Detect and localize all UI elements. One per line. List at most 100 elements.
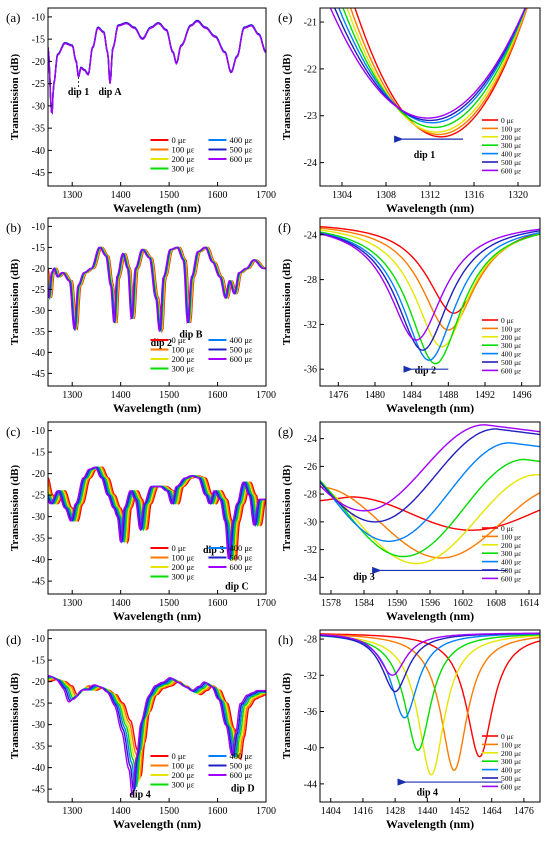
- x-axis-label: Wavelength (nm): [386, 201, 474, 215]
- y-tick-label: -28: [304, 490, 317, 501]
- x-tick-label: 1700: [256, 806, 276, 817]
- chart-panel-0: 1300 1400 1500 1600 1700 -10 -15 -20 -25 -30 -35 -4…: [6, 7, 276, 215]
- x-tick-label: 1428: [385, 806, 405, 817]
- legend-entry: 200 με: [501, 749, 521, 758]
- y-tick-label: -28: [304, 275, 317, 286]
- series-line-200: [320, 474, 540, 565]
- legend-entry: 0 με: [501, 524, 514, 533]
- x-tick-label: 1452: [450, 806, 470, 817]
- chart-panel-6: 1300 1400 1500 1600 1700 -10 -15 -20 -25 -30 -35 -4…: [6, 629, 276, 831]
- legend-entry: 500 με: [501, 158, 521, 167]
- x-axis-label: Wavelength (nm): [113, 609, 201, 623]
- x-axis-label: Wavelength (nm): [386, 609, 474, 623]
- y-tick-label: -15: [32, 656, 45, 667]
- legend-entry: 100 με: [171, 145, 194, 155]
- dip-annotation: dip B: [179, 330, 202, 341]
- series-line-600: [48, 20, 266, 115]
- y-tick-label: -35: [32, 327, 45, 338]
- legend-entry: 100 με: [171, 761, 194, 771]
- dip-annotation: dip 1: [68, 87, 89, 98]
- series-line-600: [320, 228, 540, 341]
- y-tick-label: -40: [32, 348, 45, 359]
- y-tick-label: -30: [32, 512, 45, 523]
- dip-annotation: dip D: [231, 783, 255, 794]
- y-axis-label: Transmission (dB): [9, 259, 21, 346]
- series-line-400: [320, 442, 540, 542]
- series-line-500: [320, 632, 540, 693]
- panel-label: (b): [6, 220, 21, 235]
- series-line-200: [320, 634, 540, 776]
- legend-entry: 600 με: [229, 154, 252, 164]
- x-tick-label: 1600: [208, 598, 228, 609]
- y-tick-label: -15: [32, 243, 45, 254]
- y-axis-label: Transmission (dB): [281, 673, 293, 760]
- legend-entry: 200 με: [501, 133, 521, 142]
- y-tick-label: -20: [32, 57, 45, 68]
- legend: 0 με 400 με 100 με 500 με 200 με 600 με 300 με: [150, 751, 253, 790]
- plot-frame: [319, 629, 541, 803]
- x-tick-label: 1476: [328, 390, 348, 401]
- y-tick-label: -32: [304, 671, 317, 682]
- y-tick-label: -10: [32, 12, 45, 23]
- series-line-600: [48, 675, 266, 796]
- x-axis-label: Wavelength (nm): [113, 817, 201, 831]
- panel-label: (e): [278, 10, 292, 25]
- legend-entry: 300 με: [171, 364, 194, 374]
- y-tick-label: -40: [32, 763, 45, 774]
- x-axis-label: Wavelength (nm): [386, 401, 474, 415]
- legend-entry: 500 με: [501, 566, 521, 575]
- legend-entry: 0 με: [171, 335, 186, 345]
- x-tick-label: 1602: [453, 598, 473, 609]
- legend-entry: 400 με: [229, 543, 252, 553]
- x-tick-label: 1500: [159, 598, 179, 609]
- y-tick-label: -36: [304, 365, 317, 376]
- y-tick-label: -30: [32, 101, 45, 112]
- y-axis-label: Transmission (dB): [281, 54, 293, 141]
- x-tick-label: 1590: [387, 598, 407, 609]
- x-tick-label: 1480: [365, 390, 385, 401]
- x-tick-label: 1584: [354, 598, 374, 609]
- y-tick-label: -40: [32, 146, 45, 157]
- legend-entry: 0 με: [171, 543, 186, 553]
- x-tick-label: 1596: [420, 598, 440, 609]
- legend-entry: 200 με: [171, 562, 194, 572]
- legend-entry: 400 με: [229, 335, 252, 345]
- dip-annotation: dip A: [98, 87, 122, 98]
- x-tick-label: 1440: [417, 806, 437, 817]
- legend-entry: 200 με: [171, 354, 194, 364]
- plot-frame: [47, 629, 267, 803]
- y-tick-label: -35: [32, 742, 45, 753]
- y-tick-label: -30: [304, 517, 317, 528]
- legend-entry: 100 με: [171, 553, 194, 563]
- x-tick-label: 1404: [321, 806, 341, 817]
- legend-entry: 600 με: [501, 366, 521, 375]
- series-line-0: [320, 225, 540, 314]
- legend-entry: 500 με: [501, 774, 521, 783]
- legend-entry: 300 με: [171, 572, 194, 582]
- dip-annotation: dip 1: [414, 150, 435, 161]
- x-tick-label: 1316: [464, 190, 484, 201]
- legend-entry: 600 με: [229, 770, 252, 780]
- y-tick-label: -25: [32, 491, 45, 502]
- x-tick-label: 1476: [514, 806, 534, 817]
- panel-label: (g): [278, 424, 293, 439]
- x-tick-label: 1300: [62, 598, 82, 609]
- y-tick-label: -25: [32, 79, 45, 90]
- legend-entry: 0 με: [501, 316, 514, 325]
- y-tick-label: -24: [304, 434, 317, 445]
- y-tick-label: -45: [32, 785, 45, 796]
- legend-entry: 300 με: [501, 341, 521, 350]
- x-tick-label: 1400: [111, 598, 131, 609]
- y-axis-label: Transmission (dB): [9, 673, 21, 760]
- panel-label: (h): [278, 632, 293, 647]
- x-tick-label: 1500: [159, 190, 179, 201]
- legend-entry: 500 με: [229, 553, 252, 563]
- legend-entry: 600 με: [501, 574, 521, 583]
- x-tick-label: 1300: [62, 806, 82, 817]
- y-tick-label: -32: [304, 320, 317, 331]
- y-axis-label: Transmission (dB): [281, 465, 293, 552]
- legend-entry: 400 με: [501, 350, 521, 359]
- x-tick-label: 1304: [332, 190, 352, 201]
- x-tick-label: 1492: [475, 390, 495, 401]
